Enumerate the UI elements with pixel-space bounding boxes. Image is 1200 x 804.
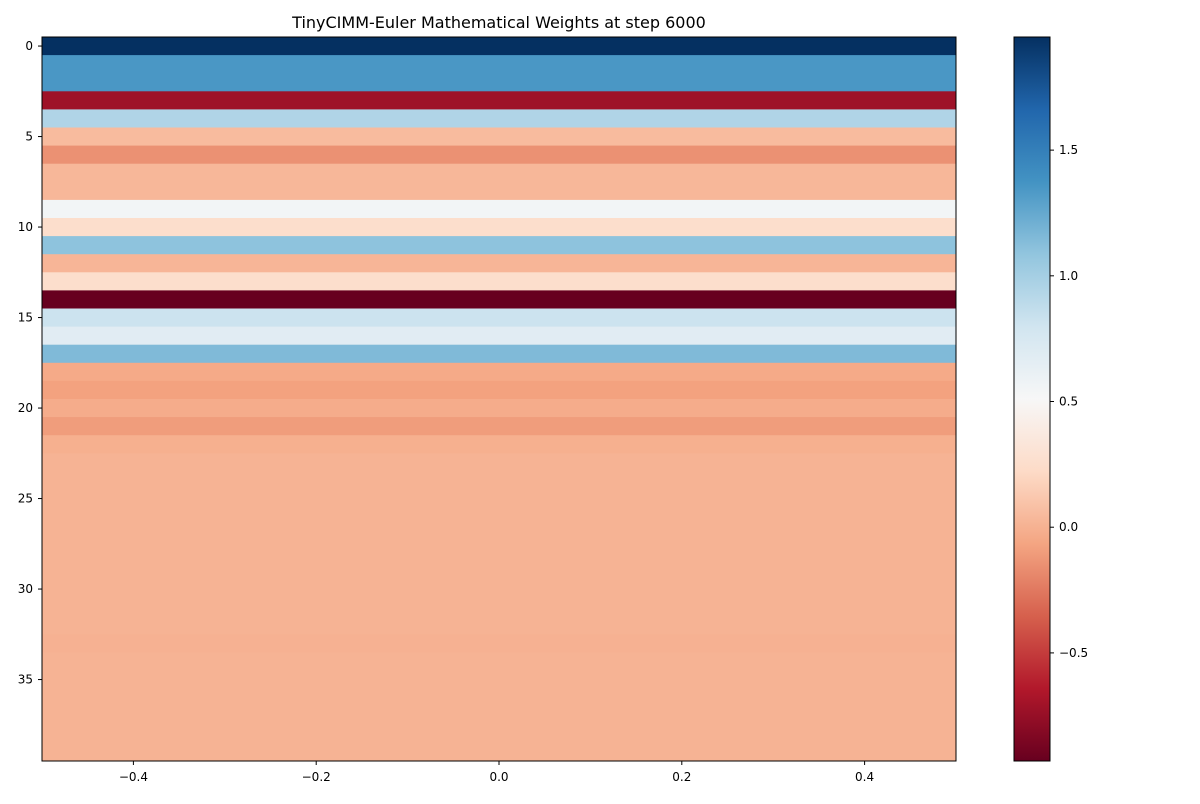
- heatmap-cell: [42, 272, 956, 291]
- y-tick-label: 5: [25, 130, 33, 144]
- plot-frame: [41, 36, 957, 762]
- heatmap-cell: [42, 652, 956, 671]
- x-tick-label: −0.2: [302, 770, 331, 784]
- x-tick-label: −0.4: [119, 770, 148, 784]
- colorbar-tick-label: 1.0: [1059, 269, 1078, 283]
- y-tick-label: 25: [18, 492, 33, 506]
- heatmap-cell: [42, 435, 956, 454]
- heatmap-cell: [42, 181, 956, 201]
- heatmap-cell: [42, 417, 956, 436]
- heatmap-cell: [42, 724, 956, 744]
- heatmap-cell: [42, 37, 956, 56]
- heatmap-cell: [42, 308, 956, 328]
- y-tick-label: 15: [18, 311, 33, 325]
- heatmap-cell: [42, 73, 956, 92]
- y-tick-label: 10: [18, 220, 33, 234]
- x-tick-label: 0.4: [855, 770, 874, 784]
- heatmap-cell: [42, 471, 956, 490]
- heatmap-cell: [42, 706, 956, 726]
- heatmap-cell: [42, 290, 956, 309]
- y-tick-label: 20: [18, 401, 33, 415]
- heatmap-cell: [42, 326, 956, 346]
- heatmap-cell: [42, 543, 956, 563]
- heatmap-cell: [42, 199, 956, 219]
- heatmap-cell: [42, 91, 956, 110]
- colorbar-tick-label: 1.5: [1059, 143, 1078, 157]
- heatmap-cell: [42, 399, 956, 418]
- heatmap-cell: [42, 742, 956, 762]
- y-tick-label: 30: [18, 582, 33, 596]
- heatmap-cell: [42, 598, 956, 617]
- heatmap-cell: [42, 344, 956, 364]
- heatmap-cell: [42, 580, 956, 599]
- heatmap-cell: [42, 127, 956, 147]
- heatmap-cell: [42, 236, 956, 255]
- heatmap-cell: [42, 362, 956, 382]
- colorbar: [1013, 36, 1051, 762]
- heatmap-cell: [42, 561, 956, 581]
- heatmap-cell: [42, 163, 956, 183]
- heatmap-cell: [42, 525, 956, 545]
- heatmap-cell: [42, 218, 956, 237]
- heatmap-cell: [42, 145, 956, 165]
- heatmap-cell: [42, 489, 956, 509]
- x-tick-label: 0.2: [672, 770, 691, 784]
- heatmap-cell: [42, 380, 956, 400]
- heatmap-cell: [42, 254, 956, 273]
- heatmap-cell: [42, 453, 956, 472]
- heatmap-cell: [42, 616, 956, 635]
- heatmap-cell: [42, 507, 956, 527]
- heatmap-cell: [42, 55, 956, 74]
- colorbar-tick-label: 0.5: [1059, 395, 1078, 409]
- colorbar-tick-label: 0.0: [1059, 520, 1078, 534]
- heatmap-cell: [42, 109, 956, 128]
- chart-title: TinyCIMM-Euler Mathematical Weights at s…: [291, 13, 706, 32]
- heatmap-cell: [42, 634, 956, 653]
- heatmap-cell: [42, 670, 956, 690]
- y-tick-label: 35: [18, 673, 33, 687]
- y-tick-label: 0: [25, 39, 33, 53]
- heatmap-cell: [42, 688, 956, 708]
- x-tick-label: 0.0: [489, 770, 508, 784]
- colorbar-tick-label: −0.5: [1059, 646, 1088, 660]
